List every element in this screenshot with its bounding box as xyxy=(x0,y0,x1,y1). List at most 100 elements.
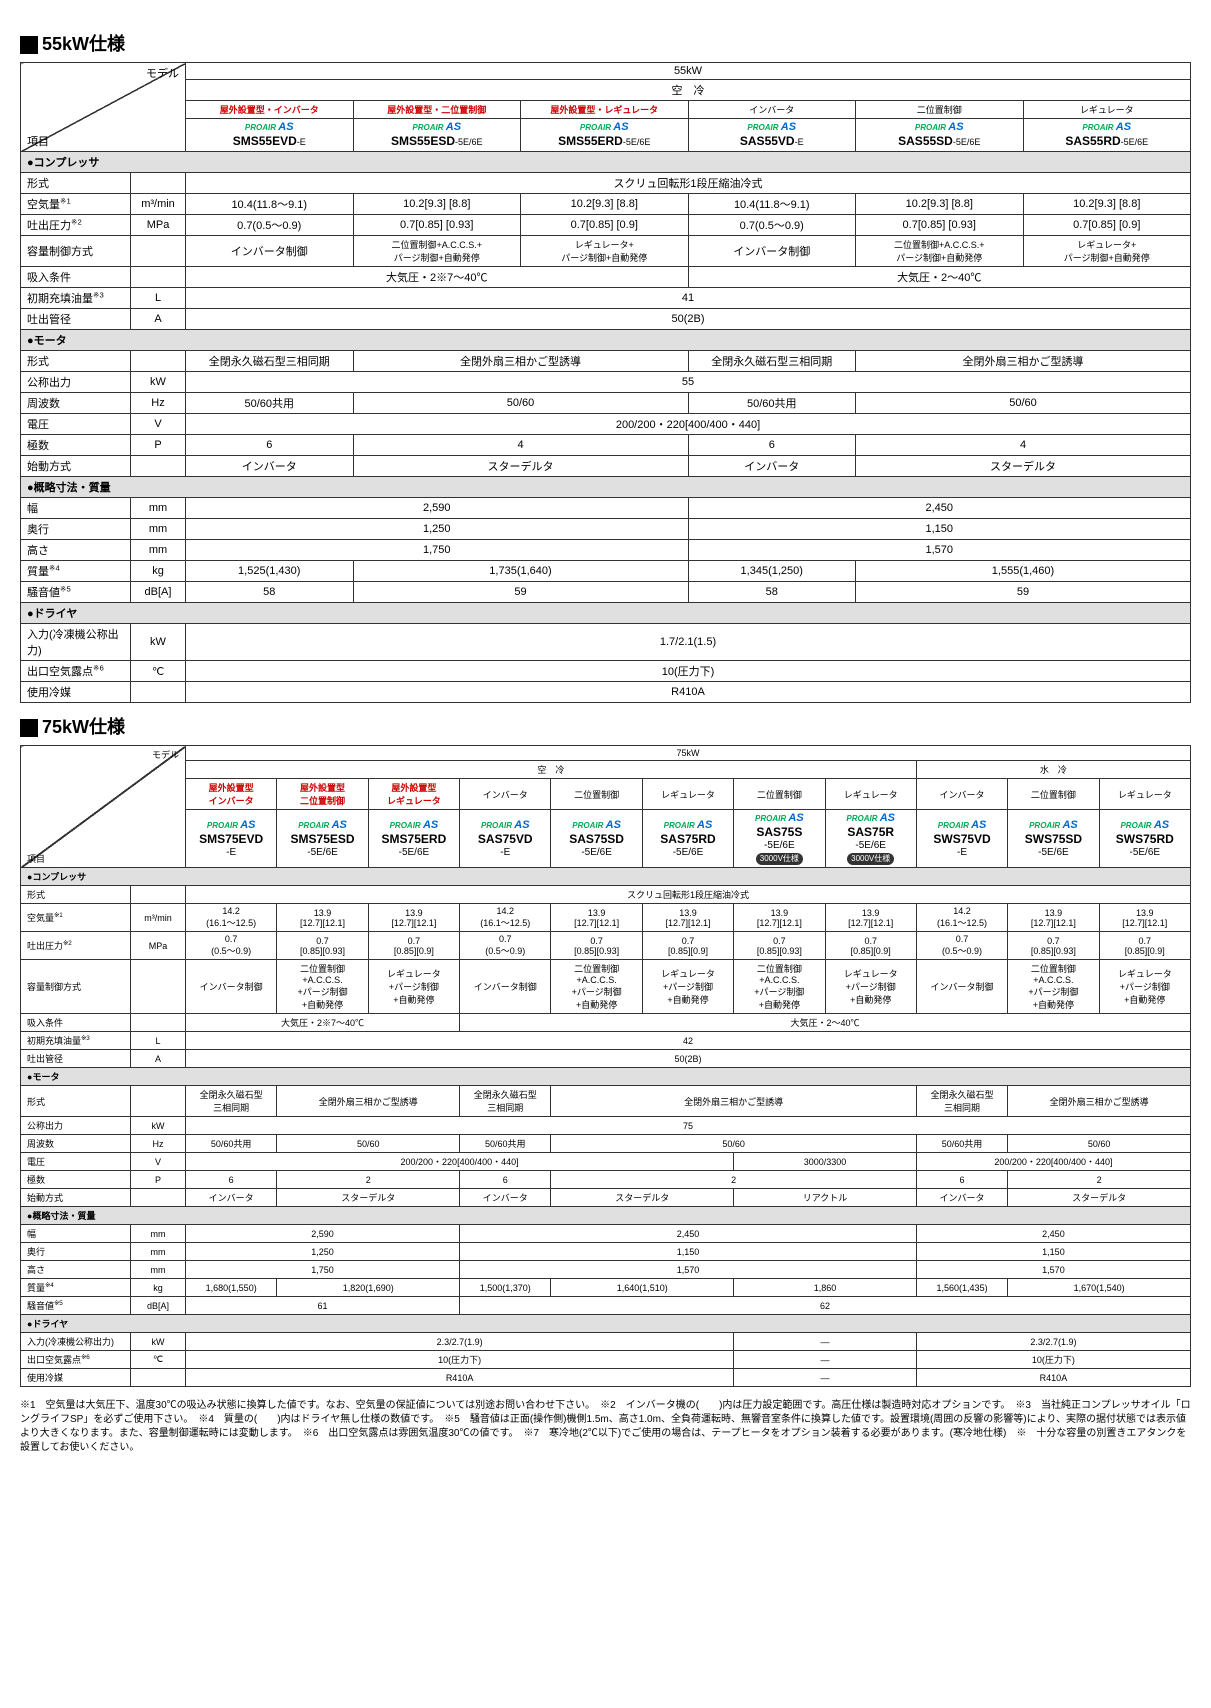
v: インバータ xyxy=(460,1189,551,1207)
v: 1,250 xyxy=(186,1243,460,1261)
v: インバータ xyxy=(916,1189,1007,1207)
v: 0.7[0.85][0.9] xyxy=(825,932,916,960)
h55-t5: 二位置制御 xyxy=(856,101,1024,119)
v: 1,750 xyxy=(186,1261,460,1279)
r-noise: 騒音値※5 xyxy=(21,1297,131,1315)
v: 42 xyxy=(186,1032,1191,1050)
v: 1,500(1,370) xyxy=(460,1279,551,1297)
v: 1,570 xyxy=(916,1261,1190,1279)
diag-bot: 項目 xyxy=(27,852,45,865)
v: 3000/3300 xyxy=(734,1153,917,1171)
cat-dim-75: 概略寸法・質量 xyxy=(21,1207,1191,1225)
h55-t1: 屋外設置型・インバータ xyxy=(186,101,354,119)
v: 0.7(0.5～0.9) xyxy=(916,932,1007,960)
v: 6 xyxy=(460,1171,551,1189)
cooling-air-75: 空 冷 xyxy=(186,761,917,779)
v: インバータ制御 xyxy=(186,960,277,1014)
v: 200/200・220[400/400・440] xyxy=(186,414,1191,435)
v: 2,450 xyxy=(916,1225,1190,1243)
u-press: MPa xyxy=(131,932,186,960)
v: 10.4(11.8～9.1) xyxy=(688,194,856,215)
v: レギュレータ+パージ制御+自動発停 xyxy=(1099,960,1190,1014)
proair-logo: PROAIR AS xyxy=(846,812,895,825)
h75-m7: PROAIR ASSAS75S-5E/6E3000V仕様 xyxy=(734,810,825,868)
r-cap: 容量制御方式 xyxy=(21,236,131,267)
v: 全閉永久磁石型三相同期 xyxy=(688,351,856,372)
cat-dryer-55: ドライヤ xyxy=(21,603,1191,624)
r-volt: 電圧 xyxy=(21,414,131,435)
h75-t1: 屋外設置型インバータ xyxy=(186,779,277,810)
r-oil: 初期充填油量※3 xyxy=(21,288,131,309)
v: 2,590 xyxy=(186,498,689,519)
v: R410A xyxy=(916,1369,1190,1387)
v: 全閉永久磁石型三相同期 xyxy=(916,1086,1007,1117)
h75-t3: 屋外設置型レギュレータ xyxy=(368,779,459,810)
proair-logo: PROAIR AS xyxy=(915,121,964,134)
v: 0.7[0.85] [0.93] xyxy=(353,215,521,236)
r-press: 吐出圧力※2 xyxy=(21,932,131,960)
v: 全閉外扇三相かご型誘導 xyxy=(856,351,1191,372)
v: 75 xyxy=(186,1117,1191,1135)
v: 50/60共用 xyxy=(186,1135,277,1153)
v: 2,450 xyxy=(688,498,1191,519)
r-mtype: 形式 xyxy=(21,351,131,372)
r-height: 高さ xyxy=(21,540,131,561)
r-refrig: 使用冷媒 xyxy=(21,682,131,703)
h75-m8: PROAIR ASSAS75R-5E/6E3000V仕様 xyxy=(825,810,916,868)
r-air: 空気量※1 xyxy=(21,904,131,932)
r-start: 始動方式 xyxy=(21,456,131,477)
v: 1,860 xyxy=(734,1279,917,1297)
h55-m4: PROAIR ASSAS55VD-E xyxy=(688,119,856,152)
h75-m4: PROAIR ASSAS75VD-E xyxy=(460,810,551,868)
u-dryer-in: kW xyxy=(131,624,186,661)
v: 2.3/2.7(1.9) xyxy=(186,1333,734,1351)
v: 4 xyxy=(353,435,688,456)
cooling-water-75: 水 冷 xyxy=(916,761,1190,779)
r-depth: 奥行 xyxy=(21,519,131,540)
v: 0.7[0.85][0.9] xyxy=(1099,932,1190,960)
r-start: 始動方式 xyxy=(21,1189,131,1207)
proair-logo: PROAIR AS xyxy=(1082,121,1131,134)
u-press: MPa xyxy=(131,215,186,236)
h55-m1: PROAIR ASSMS55EVD-E xyxy=(186,119,354,152)
r-pipe: 吐出管径 xyxy=(21,1050,131,1068)
v: 2,590 xyxy=(186,1225,460,1243)
v: リアクトル xyxy=(734,1189,917,1207)
h75-m11: PROAIR ASSWS75RD-5E/6E xyxy=(1099,810,1190,868)
h75-m6: PROAIR ASSAS75RD-5E/6E xyxy=(642,810,733,868)
h55-t3: 屋外設置型・レギュレータ xyxy=(521,101,689,119)
r-suction: 吸入条件 xyxy=(21,267,131,288)
r-air: 空気量※1 xyxy=(21,194,131,215)
cat-dryer-75: ドライヤ xyxy=(21,1315,1191,1333)
v: 50/60共用 xyxy=(688,393,856,414)
v: 2 xyxy=(1008,1171,1191,1189)
v: 4 xyxy=(856,435,1191,456)
r-output: 公称出力 xyxy=(21,1117,131,1135)
v: 全閉外扇三相かご型誘導 xyxy=(1008,1086,1191,1117)
v: 50(2B) xyxy=(186,1050,1191,1068)
h75-t2: 屋外設置型二位置制御 xyxy=(277,779,368,810)
v: 13.9[12.7][12.1] xyxy=(1099,904,1190,932)
h75-t9: インバータ xyxy=(916,779,1007,810)
v: 1,555(1,460) xyxy=(856,561,1191,582)
v: スターデルタ xyxy=(277,1189,460,1207)
u-pipe: A xyxy=(131,309,186,330)
h75-t7: 二位置制御 xyxy=(734,779,825,810)
v: 1,640(1,510) xyxy=(551,1279,734,1297)
v: スターデルタ xyxy=(856,456,1191,477)
h75-m2: PROAIR ASSMS75ESD-5E/6E xyxy=(277,810,368,868)
v: インバータ制御 xyxy=(916,960,1007,1014)
u-mass: kg xyxy=(131,1279,186,1297)
v: 50/60 xyxy=(856,393,1191,414)
v: 0.7[0.85][0.93] xyxy=(1008,932,1099,960)
v: 50/60 xyxy=(353,393,688,414)
v: 0.7[0.85] [0.9] xyxy=(1023,215,1191,236)
proair-logo: PROAIR AS xyxy=(747,121,796,134)
v: 1,560(1,435) xyxy=(916,1279,1007,1297)
proair-logo: PROAIR AS xyxy=(572,819,621,832)
cat-dim-55: 概略寸法・質量 xyxy=(21,477,1191,498)
h75-t5: 二位置制御 xyxy=(551,779,642,810)
r-width: 幅 xyxy=(21,1225,131,1243)
v: インバータ制御 xyxy=(186,236,354,267)
v: 13.9[12.7][12.1] xyxy=(1008,904,1099,932)
